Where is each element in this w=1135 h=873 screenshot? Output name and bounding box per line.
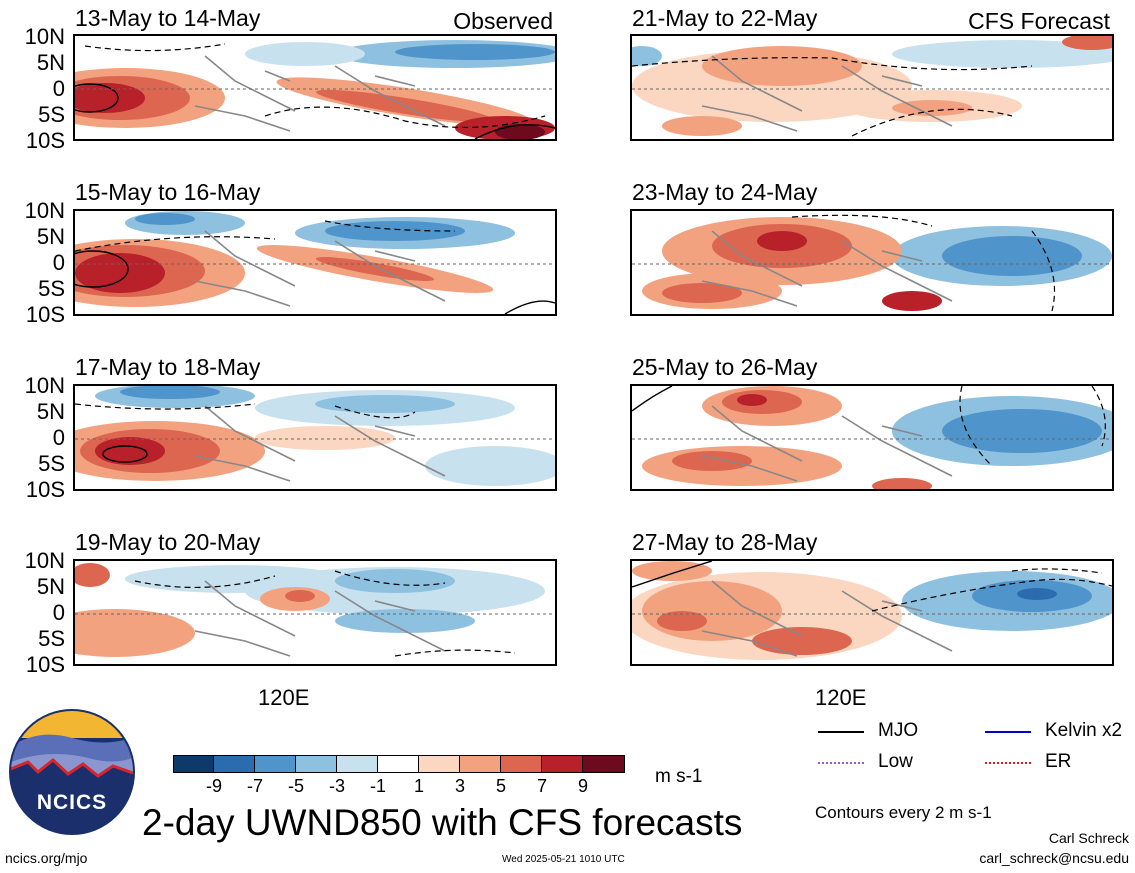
lat-0: 0 bbox=[52, 600, 65, 625]
legend-label-er: ER bbox=[1045, 751, 1072, 772]
colorbar-units: m s-1 bbox=[655, 766, 703, 787]
map-panel-forecast-4 bbox=[630, 559, 1114, 666]
colorbar-swatch bbox=[255, 755, 296, 773]
colorbar-label: -5 bbox=[287, 776, 304, 796]
colorbar-label: 9 bbox=[577, 776, 588, 796]
colorbar-label: -3 bbox=[328, 776, 345, 796]
colorbar-swatch bbox=[419, 755, 460, 773]
uwind-field-map bbox=[632, 36, 1112, 139]
lat-5n: 5N bbox=[36, 399, 65, 424]
uwind-field-map bbox=[75, 561, 555, 664]
panel-title-obs-4: 19-May to 20-May bbox=[75, 529, 261, 555]
map-panel-forecast-3 bbox=[630, 384, 1114, 491]
ncics-logo: NCICS bbox=[8, 708, 136, 836]
lat-10n: 10N bbox=[24, 24, 65, 49]
lat-10n: 10N bbox=[24, 548, 65, 573]
legend-line-low bbox=[818, 762, 864, 764]
lat-0: 0 bbox=[52, 250, 65, 275]
lat-5s: 5S bbox=[38, 626, 65, 651]
lat-10s: 10S bbox=[25, 302, 65, 327]
lat-10s: 10S bbox=[25, 128, 65, 153]
panel-title-fc-1: 21-May to 22-May bbox=[632, 5, 818, 31]
map-panel-forecast-1 bbox=[630, 34, 1114, 141]
colorbar-label: 3 bbox=[454, 776, 465, 796]
uwind-field-map bbox=[632, 386, 1112, 489]
lat-10n: 10N bbox=[24, 198, 65, 223]
legend-label-kelvin: Kelvin x2 bbox=[1045, 720, 1123, 741]
map-panel-observed-2 bbox=[73, 209, 557, 316]
map-panel-observed-3 bbox=[73, 384, 557, 491]
panel-title-fc-3: 25-May to 26-May bbox=[632, 354, 818, 380]
lat-5s: 5S bbox=[38, 276, 65, 301]
colorbar-label: -9 bbox=[205, 776, 222, 796]
lat-10s: 10S bbox=[25, 477, 65, 502]
map-panel-observed-4 bbox=[73, 559, 557, 666]
legend-line-er bbox=[985, 762, 1031, 764]
panel-title-fc-2: 23-May to 24-May bbox=[632, 179, 818, 205]
map-panel-forecast-2 bbox=[630, 209, 1114, 316]
map-panel-observed-1 bbox=[73, 34, 557, 141]
colorbar-swatch bbox=[460, 755, 501, 773]
colorbar-swatch bbox=[583, 755, 625, 773]
uwind-field-map bbox=[75, 36, 555, 139]
panel-title-obs-3: 17-May to 18-May bbox=[75, 354, 261, 380]
uwind-field-map bbox=[632, 211, 1112, 314]
observed-label: Observed bbox=[453, 8, 553, 34]
lat-5s: 5S bbox=[38, 102, 65, 127]
panel-title-obs-2: 15-May to 16-May bbox=[75, 179, 261, 205]
cfs-forecast-label: CFS Forecast bbox=[968, 8, 1110, 34]
footer-email[interactable]: carl_schreck@ncsu.edu bbox=[979, 850, 1129, 866]
ncics-logo-graphic bbox=[9, 709, 135, 835]
lat-5n: 5N bbox=[36, 574, 65, 599]
contour-note: Contours every 2 m s-1 bbox=[815, 803, 992, 822]
panel-title-fc-4: 27-May to 28-May bbox=[632, 529, 818, 555]
main-title: 2-day UWND850 with CFS forecasts bbox=[142, 802, 743, 843]
colorbar-swatch bbox=[501, 755, 542, 773]
colorbar-label: 7 bbox=[536, 776, 547, 796]
lat-0: 0 bbox=[52, 76, 65, 101]
logo-text: NCICS bbox=[36, 791, 108, 814]
colorbar-label: 1 bbox=[413, 776, 424, 796]
lat-10n: 10N bbox=[24, 373, 65, 398]
uwind-field-map bbox=[632, 561, 1112, 664]
lon-label-forecast: 120E bbox=[815, 685, 867, 710]
colorbar-swatch bbox=[378, 755, 419, 773]
uwind-field-map bbox=[75, 386, 555, 489]
lat-10s: 10S bbox=[25, 652, 65, 677]
colorbar-swatch bbox=[296, 755, 337, 773]
lat-5s: 5S bbox=[38, 451, 65, 476]
lat-0: 0 bbox=[52, 425, 65, 450]
uwind-field-map bbox=[75, 211, 555, 314]
colorbar-label: -1 bbox=[369, 776, 386, 796]
colorbar-label: -7 bbox=[246, 776, 263, 796]
legend-label-low: Low bbox=[878, 751, 913, 772]
lat-5n: 5N bbox=[36, 224, 65, 249]
footer-timestamp: Wed 2025-05-21 1010 UTC bbox=[502, 854, 625, 865]
panel-title-obs-1: 13-May to 14-May bbox=[75, 5, 261, 31]
lat-5n: 5N bbox=[36, 50, 65, 75]
colorbar-swatch bbox=[214, 755, 255, 773]
lon-label-observed: 120E bbox=[258, 685, 310, 710]
legend-line-kelvin bbox=[985, 731, 1031, 733]
legend-line-mjo bbox=[818, 731, 864, 733]
footer-author: Carl Schreck bbox=[1048, 830, 1129, 846]
colorbar-swatch bbox=[173, 755, 214, 773]
colorbar-label: 5 bbox=[495, 776, 506, 796]
colorbar-swatch bbox=[542, 755, 583, 773]
colorbar-swatch bbox=[337, 755, 378, 773]
legend-label-mjo: MJO bbox=[878, 720, 919, 741]
footer-url[interactable]: ncics.org/mjo bbox=[5, 850, 88, 866]
